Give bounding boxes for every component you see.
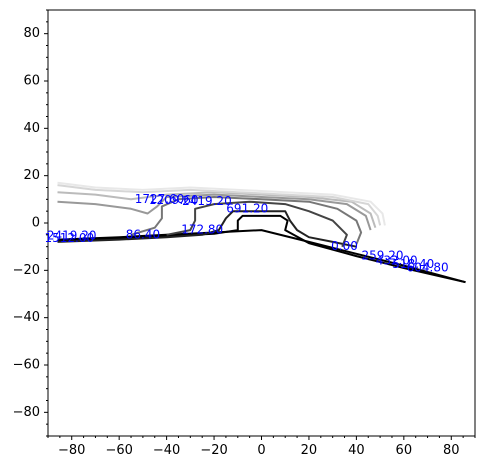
contour-label: 2419.20 [47, 229, 97, 243]
y-axis: 80 60 40 20 0 −20 −40 −60 −80 [13, 9, 48, 437]
x-tick-label: 0 [257, 443, 265, 458]
contour-label: 518.40 [392, 257, 434, 271]
x-axis: −80 −60 −40 −20 0 20 40 60 80 [47, 436, 476, 458]
contour-label: 259.20 [362, 249, 404, 263]
contour-line [57, 184, 382, 226]
contour-label: 0.00 [331, 239, 358, 253]
x-tick-label: −40 [153, 443, 180, 458]
x-tick-label: 80 [443, 443, 460, 458]
x-tick-label: −20 [200, 443, 227, 458]
x-tick-label: −60 [105, 443, 132, 458]
y-tick-label: −80 [13, 405, 40, 420]
contour-label: 604.80 [407, 261, 449, 275]
y-tick-label: 40 [23, 121, 40, 136]
contour-line [57, 191, 377, 229]
y-tick-label: 80 [23, 26, 40, 41]
contour-label: 1727.60 [135, 192, 185, 206]
contour-line [166, 200, 348, 248]
contour-label: 172.80 [181, 223, 223, 237]
y-tick-label: −40 [13, 310, 40, 325]
plot-area [47, 9, 476, 437]
contour-label: 691.20 [226, 201, 268, 215]
x-tick-label: 40 [348, 443, 365, 458]
contour-label: 86.40 [126, 227, 160, 241]
contour-label: 2419.20 [182, 194, 232, 208]
y-tick-label: 20 [23, 168, 40, 183]
contour-label: 1512.00 [44, 231, 94, 245]
x-tick-label: 20 [301, 443, 318, 458]
contour-line [57, 181, 386, 226]
contour-label: 1209.60 [149, 193, 199, 207]
x-tick-label: −80 [58, 443, 85, 458]
contour-lines [57, 181, 466, 284]
contour-labels: 2419.201727.601209.60691.20172.8086.4024… [44, 192, 448, 275]
y-tick-label: −60 [13, 358, 40, 373]
contour-line [57, 229, 466, 284]
y-tick-label: 0 [32, 216, 40, 231]
contour-label: 432.00 [376, 253, 418, 267]
x-tick-label: 60 [396, 443, 413, 458]
contour-line [57, 193, 372, 231]
contour-line [57, 210, 357, 248]
contour-line [130, 196, 363, 245]
y-tick-label: −20 [13, 263, 40, 278]
y-tick-label: 60 [23, 74, 40, 89]
